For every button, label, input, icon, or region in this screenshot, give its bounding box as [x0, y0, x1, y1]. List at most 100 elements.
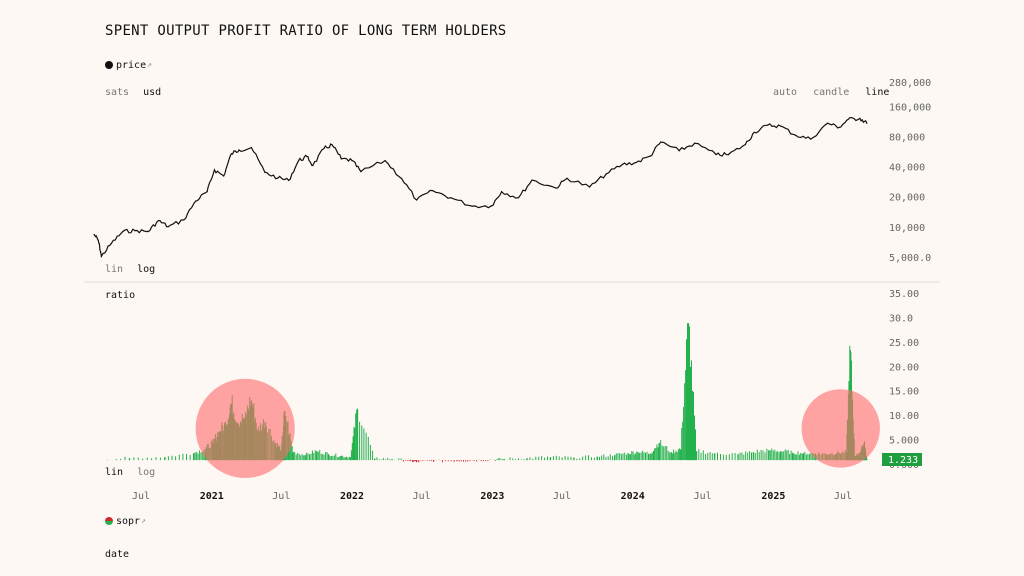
x-tick-label: 2023: [480, 491, 504, 502]
chart-style-toggle: auto candle line: [773, 87, 889, 98]
x-tick-label: Jul: [553, 491, 571, 502]
denomination-option-usd[interactable]: usd: [143, 87, 162, 98]
denomination-toggle: sats usd: [105, 87, 161, 98]
price-point: [827, 122, 829, 124]
price-scale-option-lin[interactable]: lin: [105, 264, 124, 275]
price-point: [566, 177, 568, 179]
price-point: [323, 147, 325, 150]
sopr-legend-label: sopr: [116, 516, 141, 527]
ratio-y-tick-label: 30.0: [889, 313, 913, 324]
price-point: [767, 124, 769, 126]
price-point: [384, 159, 386, 162]
price-point: [340, 158, 342, 160]
price-point: [694, 142, 696, 144]
price-y-tick-label: 280,000: [889, 78, 931, 89]
price-point: [501, 191, 503, 193]
price-point: [727, 153, 730, 156]
price-y-tick-label: 5,000.0: [889, 253, 931, 264]
x-tick-label: Jul: [413, 491, 431, 502]
price-point: [780, 125, 782, 127]
x-tick-label: Jul: [132, 491, 150, 502]
price-point: [167, 225, 169, 228]
price-point: [277, 177, 279, 179]
price-series: [93, 116, 868, 259]
price-point: [100, 255, 103, 257]
price-point: [589, 186, 591, 188]
x-tick-label: 2021: [200, 491, 224, 502]
ratio-y-tick-label: 20.00: [889, 362, 919, 373]
bull-2021-highlight: [195, 378, 295, 478]
price-scale-option-log[interactable]: log: [137, 264, 156, 275]
ratio-pane-label: ratio: [105, 290, 136, 301]
price-y-tick-label: 10,000: [889, 223, 925, 234]
price-point: [555, 187, 557, 189]
ratio-y-tick-label: 35.00: [889, 289, 919, 300]
price-point: [122, 230, 124, 233]
price-point: [838, 126, 841, 128]
external-link-icon: ↗: [147, 60, 152, 69]
price-line: [93, 116, 868, 259]
ratio-y-tick-label: 15.00: [889, 387, 919, 398]
x-tick-label: Jul: [272, 491, 290, 502]
ratio-y-tick-label: 10.00: [889, 411, 919, 422]
price-point: [223, 175, 225, 177]
price-point: [715, 153, 717, 156]
price-point: [360, 170, 362, 173]
price-point: [605, 173, 607, 175]
price-legend-dot: [105, 61, 113, 69]
price-scale-toggle: lin log: [105, 264, 155, 275]
price-point: [97, 239, 99, 241]
current-value-text: 1.233: [888, 455, 918, 466]
price-point: [93, 233, 95, 236]
price-point: [134, 229, 136, 232]
price-y-tick-label: 20,000: [889, 193, 925, 204]
ratio-scale-toggle: lin log: [105, 467, 155, 478]
ratio-scale-option-lin[interactable]: lin: [105, 467, 124, 478]
current-value-badge: 1.233: [882, 453, 922, 466]
highlight-layer: [195, 378, 880, 478]
price-point: [230, 153, 232, 155]
footer-date-label: date: [105, 549, 130, 560]
sopr-legend[interactable]: sopr↗: [105, 516, 146, 527]
price-point: [194, 200, 197, 202]
price-point: [288, 179, 290, 181]
price-point: [206, 191, 208, 193]
price-y-tick-label: 80,000: [889, 132, 925, 143]
price-legend[interactable]: price↗: [105, 60, 152, 71]
price-point: [432, 190, 434, 192]
external-link-icon: ↗: [141, 516, 146, 525]
ratio-y-tick-label: 5.000: [889, 436, 919, 447]
price-point: [401, 178, 403, 180]
price-point: [795, 134, 797, 136]
price-point: [491, 205, 493, 207]
chart-style-option-candle[interactable]: candle: [813, 87, 850, 98]
denomination-option-sats[interactable]: sats: [105, 87, 130, 98]
chart-style-option-line[interactable]: line: [865, 87, 890, 98]
price-point: [531, 179, 533, 181]
price-point: [110, 242, 112, 244]
price-point: [298, 159, 300, 162]
ratio-scale-option-log[interactable]: log: [137, 467, 156, 478]
price-point: [250, 146, 252, 149]
price-point: [859, 117, 861, 120]
price-point: [847, 118, 849, 121]
ratio-y-tick-label: 25.00: [889, 338, 919, 349]
x-axis: Jul 2021 Jul 2022 Jul 2023 Jul 2024 Jul 2025 Jul: [132, 491, 852, 502]
price-point: [866, 122, 868, 124]
price-point: [649, 155, 651, 157]
price-point: [416, 199, 418, 201]
sopr-legend-dot: [105, 517, 113, 525]
page-title: SPENT OUTPUT PROFIT RATIO OF LONG TERM H…: [105, 23, 507, 39]
price-point: [351, 159, 353, 162]
price-point: [471, 205, 473, 207]
price-y-tick-label: 40,000: [889, 163, 925, 174]
price-point: [147, 230, 149, 233]
price-point: [635, 161, 637, 164]
price-point: [744, 143, 746, 146]
price-point: [238, 149, 240, 151]
chart-style-option-auto[interactable]: auto: [773, 87, 798, 98]
price-point: [157, 220, 159, 222]
price-point: [306, 156, 308, 158]
